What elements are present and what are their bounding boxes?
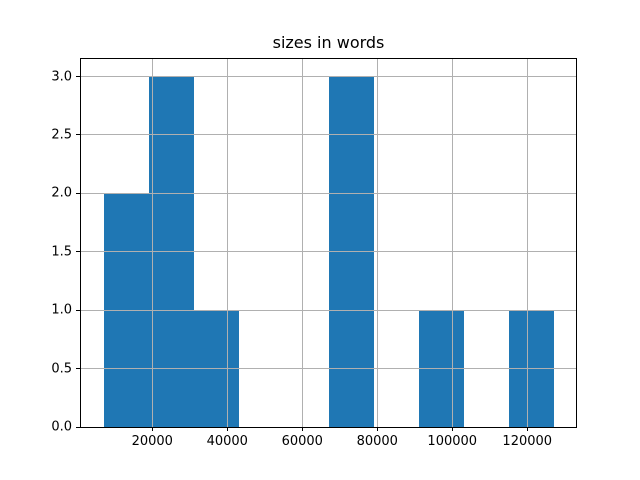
y-tick-mark [76,251,80,253]
y-tick-mark [76,134,80,136]
y-gridline [81,368,576,370]
y-tick-mark [76,426,80,428]
x-tick-label: 80000 [356,434,398,449]
y-tick-label: 0.0 [51,419,72,435]
x-tick-mark [151,427,153,431]
x-gridline [451,59,453,427]
x-tick-label: 60000 [281,434,323,449]
x-tick-mark [226,427,228,431]
x-gridline [526,59,528,427]
plot-area: 20000 40000 60000 80000 100000 120000 0.0 0.5 1.… [51,58,577,449]
x-tick-mark [451,427,453,431]
x-gridline [376,59,378,427]
grid-layer [81,59,576,427]
y-tick-label: 2.5 [51,127,72,143]
y-gridline [81,76,576,78]
x-tick-mark [376,427,378,431]
y-tick-label: 1.5 [51,244,72,260]
y-tick-mark [76,192,80,194]
y-gridline [81,134,576,136]
y-gridline [81,309,576,311]
x-tick-mark [301,427,303,431]
y-tick-mark [76,368,80,370]
chart-title: sizes in words [272,33,385,52]
y-tick-label: 1.0 [51,302,72,318]
x-gridline [151,59,153,427]
y-tick-mark [76,76,80,78]
y-tick-label: 2.0 [51,185,72,201]
y-tick-mark [76,309,80,311]
x-gridline [301,59,303,427]
x-tick-label: 100000 [427,434,478,449]
ticks-layer: 20000 40000 60000 80000 100000 120000 0.0 0.5 1.… [51,59,576,449]
x-gridline [226,59,228,427]
y-gridline [81,192,576,194]
y-tick-label: 0.5 [51,361,72,377]
x-tick-mark [526,427,528,431]
x-tick-label: 20000 [131,434,173,449]
x-tick-label: 120000 [502,434,553,449]
y-gridline [81,251,576,253]
y-tick-label: 3.0 [51,69,72,85]
x-tick-label: 40000 [206,434,248,449]
